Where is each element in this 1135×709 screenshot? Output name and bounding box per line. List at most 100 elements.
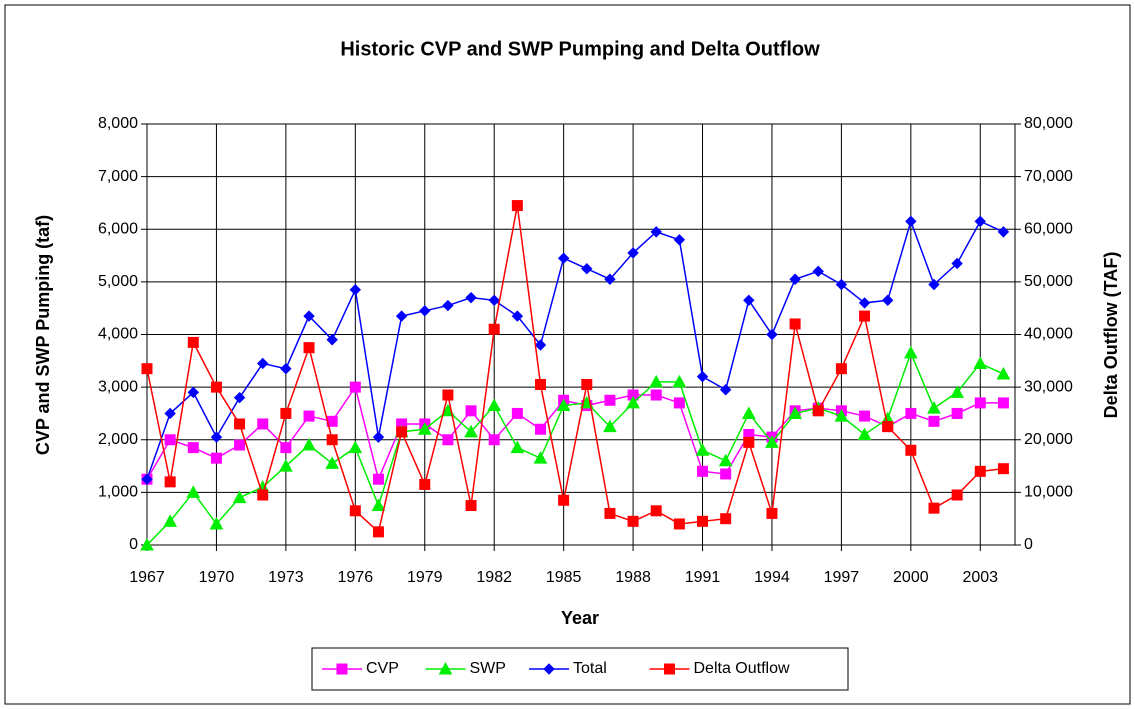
legend-label: Delta Outflow (694, 660, 790, 677)
point (209, 516, 224, 530)
point (950, 385, 964, 398)
series-line (146, 205, 1004, 534)
point (882, 421, 894, 433)
point (257, 418, 269, 430)
x-tick-label: 1991 (685, 569, 721, 586)
point (905, 407, 917, 419)
point (881, 294, 894, 307)
point (558, 494, 570, 506)
point (834, 409, 849, 422)
point (556, 398, 571, 412)
point (719, 384, 732, 396)
point (465, 405, 477, 417)
point (164, 407, 176, 420)
point (348, 440, 363, 454)
point (349, 381, 361, 393)
point (534, 378, 546, 390)
point (164, 476, 176, 488)
point (141, 363, 153, 375)
point (419, 478, 431, 490)
x-tick-label: 1973 (268, 569, 304, 586)
x-tick-label: 2000 (893, 569, 929, 586)
y-tick-label: 2,000 (98, 431, 138, 448)
point (534, 423, 546, 435)
point (650, 389, 662, 401)
point (835, 278, 848, 291)
x-axis-title: Year (561, 608, 599, 628)
point (974, 397, 986, 409)
point (302, 437, 316, 451)
point (510, 440, 525, 454)
point (673, 397, 685, 409)
y-tick-label: 4,000 (98, 326, 138, 343)
point (465, 500, 477, 512)
point (325, 456, 340, 469)
point (349, 284, 362, 296)
point (996, 366, 1011, 380)
point (534, 339, 547, 351)
point (464, 424, 478, 438)
point (533, 451, 548, 464)
point (372, 526, 384, 538)
y2-tick-label: 50,000 (1024, 273, 1073, 290)
point (928, 415, 940, 427)
point (442, 434, 454, 446)
point (951, 407, 963, 419)
point (280, 362, 292, 375)
point (581, 378, 593, 390)
point (187, 336, 199, 348)
point (488, 323, 500, 335)
legend-marker (438, 661, 453, 675)
point (487, 398, 502, 412)
legend-box (311, 647, 849, 691)
y2-axis-title: Delta Outflow (TAF) (1101, 252, 1121, 419)
point (626, 395, 640, 409)
point (997, 226, 1010, 238)
point (905, 215, 917, 228)
point (696, 370, 709, 383)
point (812, 265, 824, 278)
point (928, 278, 940, 291)
point (720, 513, 732, 525)
point (511, 200, 523, 212)
y2-tick-label: 30,000 (1024, 378, 1073, 395)
y-tick-label: 1,000 (98, 484, 138, 501)
point (673, 234, 686, 246)
series-line (146, 218, 1004, 480)
x-tick-label: 1988 (615, 569, 651, 586)
point (581, 263, 593, 275)
point (997, 397, 1009, 409)
point (232, 490, 247, 504)
point (442, 389, 454, 401)
point (927, 401, 941, 414)
point (766, 328, 778, 341)
y2-tick-label: 70,000 (1024, 168, 1073, 185)
legend-label: CVP (366, 660, 399, 677)
y-axis-title: CVP and SWP Pumping (taf) (33, 215, 53, 455)
x-tick-label: 2003 (962, 569, 998, 586)
point (488, 434, 500, 446)
point (233, 391, 246, 404)
point (372, 473, 384, 485)
point (257, 357, 269, 370)
point (695, 443, 710, 456)
y-tick-label: 5,000 (98, 273, 138, 290)
point (511, 310, 524, 322)
point (465, 291, 477, 304)
point (396, 426, 408, 438)
point (812, 405, 824, 417)
y2-tick-label: 40,000 (1024, 326, 1073, 343)
y2-tick-label: 60,000 (1024, 220, 1073, 237)
point (163, 514, 177, 527)
point (303, 410, 315, 422)
point (303, 310, 315, 322)
point (859, 410, 871, 422)
y-tick-label: 0 (129, 536, 138, 553)
legend-label: SWP (470, 660, 506, 677)
point (788, 406, 802, 419)
point (673, 518, 685, 530)
point (303, 342, 315, 354)
point (650, 226, 662, 238)
point (697, 515, 709, 527)
